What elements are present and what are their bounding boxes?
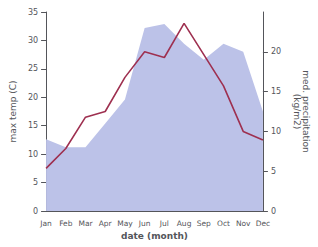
svg-text:Feb: Feb <box>59 219 73 228</box>
svg-text:15: 15 <box>28 121 38 130</box>
svg-text:May: May <box>117 219 133 228</box>
svg-text:Sep: Sep <box>197 219 211 228</box>
svg-text:Jun: Jun <box>138 219 151 228</box>
svg-text:max temp (C): max temp (C) <box>8 80 18 142</box>
svg-text:med. precipitation: med. precipitation <box>300 70 311 153</box>
svg-text:Mar: Mar <box>78 219 93 228</box>
svg-text:0: 0 <box>33 207 38 216</box>
svg-text:0: 0 <box>271 207 276 216</box>
svg-text:10: 10 <box>271 127 281 136</box>
svg-text:Oct: Oct <box>217 219 230 228</box>
svg-text:Jan: Jan <box>39 219 52 228</box>
svg-text:20: 20 <box>271 47 281 56</box>
svg-text:date (month): date (month) <box>121 231 188 241</box>
svg-text:25: 25 <box>28 64 38 73</box>
svg-text:5: 5 <box>271 167 276 176</box>
svg-text:15: 15 <box>271 87 281 96</box>
svg-text:Dec: Dec <box>256 219 271 228</box>
svg-text:Aug: Aug <box>177 219 192 228</box>
svg-text:35: 35 <box>28 8 38 17</box>
svg-text:10: 10 <box>28 150 38 159</box>
svg-text:Nov: Nov <box>236 219 251 228</box>
svg-text:(kg/m2): (kg/m2) <box>292 94 302 129</box>
svg-text:Jul: Jul <box>159 219 169 228</box>
svg-text:Apr: Apr <box>99 219 113 228</box>
svg-text:30: 30 <box>28 36 38 45</box>
svg-text:20: 20 <box>28 93 38 102</box>
svg-text:5: 5 <box>33 178 38 187</box>
